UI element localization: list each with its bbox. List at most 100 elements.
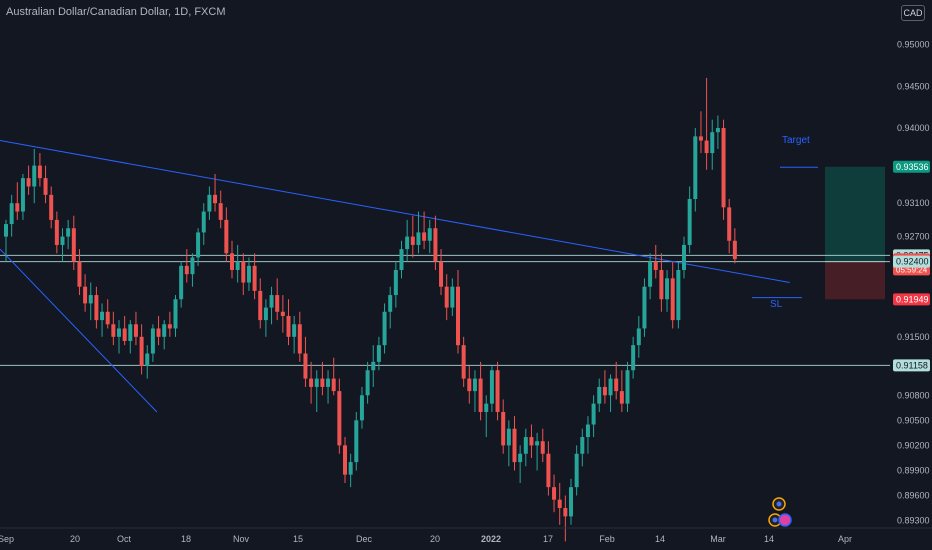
- price-label-text: 0.91949: [896, 294, 929, 304]
- candle: [518, 445, 523, 483]
- candle-body: [303, 353, 308, 379]
- candle-body: [523, 437, 528, 454]
- time-tick-label[interactable]: Nov: [233, 534, 250, 544]
- candle-body: [167, 324, 172, 329]
- candle: [597, 378, 602, 412]
- candle-body: [71, 228, 76, 262]
- time-tick-label[interactable]: 18: [181, 534, 191, 544]
- candle: [388, 286, 393, 329]
- price-label: 0.92400: [893, 255, 930, 268]
- time-tick-label[interactable]: Sep: [0, 534, 14, 544]
- candle-body: [472, 378, 477, 392]
- candle-body: [354, 420, 359, 463]
- candle: [710, 119, 715, 170]
- time-tick-label[interactable]: 14: [655, 534, 665, 544]
- price-tick-label: 0.89300: [897, 516, 930, 526]
- candle-body: [54, 219, 59, 245]
- candle: [83, 274, 88, 312]
- trendline[interactable]: [0, 140, 790, 284]
- candle-body: [348, 462, 353, 475]
- candle: [732, 228, 737, 264]
- price-tick-label: 0.93100: [897, 198, 930, 208]
- candle-body: [201, 211, 206, 233]
- candle-body: [642, 286, 647, 329]
- candle: [585, 416, 590, 454]
- time-tick-label[interactable]: 20: [430, 534, 440, 544]
- candle-body: [241, 261, 246, 283]
- candle: [682, 236, 686, 279]
- candle: [190, 253, 195, 287]
- candle-body: [60, 236, 65, 245]
- candle-body: [263, 307, 268, 321]
- candle-body: [275, 295, 280, 312]
- candle: [167, 311, 172, 337]
- event-icons[interactable]: [768, 497, 792, 527]
- candle: [309, 361, 314, 404]
- candle: [94, 286, 99, 329]
- time-tick-label[interactable]: 17: [543, 534, 553, 544]
- price-label-text: 0.93536: [896, 162, 929, 172]
- candle-body: [122, 328, 127, 341]
- time-tick-label[interactable]: Dec: [356, 534, 373, 544]
- time-tick-label[interactable]: Mar: [710, 534, 726, 544]
- time-tick-label[interactable]: 2022: [481, 534, 501, 544]
- candle-body: [15, 203, 20, 212]
- candle: [670, 261, 675, 329]
- candle: [213, 173, 218, 212]
- position-zones[interactable]: [825, 166, 885, 300]
- candle-body: [676, 270, 681, 321]
- trendlines[interactable]: [0, 140, 790, 413]
- candle-body: [501, 411, 506, 446]
- candle-body: [246, 265, 251, 283]
- candle-body: [83, 286, 88, 304]
- price-tick-label: 0.91500: [897, 332, 930, 342]
- candle: [111, 311, 116, 346]
- candle: [602, 370, 607, 404]
- candle-body: [602, 386, 607, 396]
- candle: [574, 445, 579, 496]
- price-label-box: [893, 160, 930, 173]
- annotations: Target SL: [752, 135, 818, 310]
- candle: [687, 186, 692, 254]
- candle: [297, 311, 302, 362]
- candle-body: [518, 453, 523, 463]
- stop-zone[interactable]: [825, 261, 885, 300]
- candle: [501, 399, 506, 454]
- candle-body: [156, 328, 161, 337]
- candle-body: [133, 324, 138, 337]
- price-tick-label: 0.95000: [897, 40, 930, 50]
- candle: [348, 453, 353, 488]
- event-icon[interactable]: [778, 513, 792, 527]
- candle-body: [9, 203, 14, 225]
- candle-body: [105, 311, 110, 325]
- trendline[interactable]: [0, 248, 158, 413]
- candle: [546, 441, 551, 496]
- candle-body: [196, 232, 201, 258]
- price-label: 0.91158: [893, 359, 930, 372]
- time-tick-label[interactable]: 14: [764, 534, 774, 544]
- candle: [252, 253, 257, 300]
- candle-body: [648, 261, 653, 287]
- candle: [540, 428, 545, 463]
- candle: [523, 428, 528, 467]
- candle: [461, 336, 466, 387]
- candle-body: [382, 311, 387, 346]
- candle: [88, 282, 93, 321]
- currency-badge[interactable]: CAD: [901, 5, 925, 21]
- time-tick-label[interactable]: Oct: [117, 534, 132, 544]
- time-axis-ticks[interactable]: Sep 20 Oct 18 Nov 15 Dec 20 2022 17 Feb 14 Mar 14 Apr: [0, 534, 852, 544]
- time-tick-label[interactable]: 20: [70, 534, 80, 544]
- candle-body: [314, 378, 319, 387]
- candle: [659, 253, 664, 312]
- candle-body: [427, 228, 432, 241]
- time-tick-label[interactable]: Apr: [838, 534, 852, 544]
- candle-body: [337, 391, 342, 446]
- price-tick-label: 0.90500: [897, 415, 930, 425]
- time-tick-label[interactable]: 15: [293, 534, 303, 544]
- candle: [54, 211, 59, 254]
- time-tick-label[interactable]: Feb: [599, 534, 615, 544]
- candle: [218, 190, 223, 229]
- target-zone[interactable]: [825, 166, 885, 262]
- candle: [280, 295, 285, 333]
